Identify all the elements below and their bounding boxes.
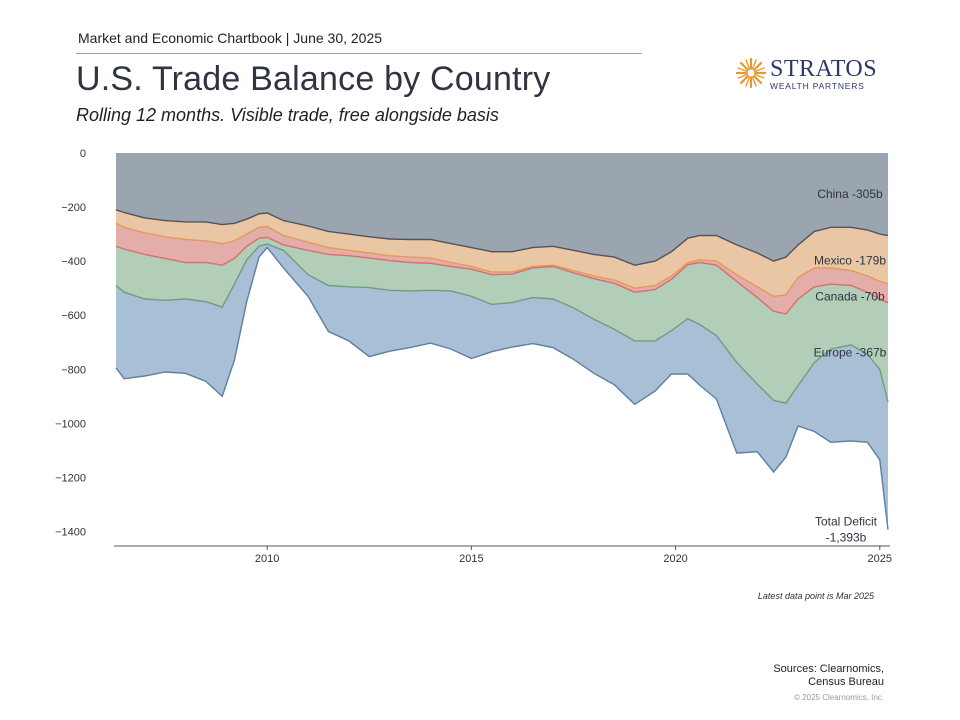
- sources: Sources: Clearnomics, Census Bureau: [773, 663, 884, 689]
- y-tick-label: 0: [80, 148, 86, 160]
- chartbook-header: Market and Economic Chartbook | June 30,…: [78, 30, 383, 46]
- series-label-2: Canada -70b: [815, 289, 885, 303]
- logo-wordmark: STRATOS: [770, 56, 878, 82]
- y-tick-label: −1000: [55, 418, 86, 430]
- series-line-1: [115, 222, 889, 298]
- y-tick-label: −1200: [55, 472, 86, 484]
- stratos-logo: STRATOS WEALTH PARTNERS: [734, 56, 884, 92]
- chart-title: U.S. Trade Balance by Country: [76, 60, 551, 98]
- logo-subtitle: WEALTH PARTNERS: [770, 81, 865, 91]
- sunburst-icon: [735, 57, 767, 89]
- x-tick-label: 2010: [255, 553, 279, 565]
- y-tick-label: −600: [61, 310, 86, 322]
- chart-axes: 0 −200 −400 −600 −800 −1000 −1200 −1400 2010 2015…: [55, 148, 892, 565]
- x-tick-label: 2015: [459, 553, 483, 565]
- series-line-3: [115, 243, 889, 404]
- series-line-0: [115, 209, 889, 266]
- area-3: [116, 237, 888, 404]
- total-deficit-label: Total Deficit: [815, 515, 878, 529]
- series-label-3: Europe -367b: [814, 345, 887, 359]
- x-tick-label: 2020: [663, 553, 687, 565]
- copyright: © 2025 Clearnomics, Inc.: [794, 693, 884, 702]
- header-divider: [76, 53, 642, 54]
- area-1: [116, 209, 888, 297]
- sources-line-1: Sources: Clearnomics,: [773, 663, 884, 675]
- series-label-0: China -305b: [817, 187, 883, 201]
- series-line-4: [115, 246, 889, 530]
- chart-areas: [116, 153, 888, 530]
- sources-line-2: Census Bureau: [808, 676, 884, 688]
- y-tick-label: −200: [61, 202, 86, 214]
- total-deficit-value: -1,393b: [826, 531, 867, 545]
- area-4: [116, 244, 888, 530]
- series-label-1: Mexico -179b: [814, 254, 886, 268]
- y-tick-label: −1400: [55, 526, 86, 538]
- area-0: [116, 153, 888, 266]
- latest-data-note: Latest data point is Mar 2025: [757, 591, 874, 601]
- chart-lines: [115, 209, 889, 530]
- area-2: [116, 223, 888, 314]
- series-line-2: [115, 236, 889, 315]
- series-labels: China -305b Mexico -179b Canada -70b Europe…: [814, 187, 887, 544]
- y-tick-label: −400: [61, 256, 86, 268]
- x-tick-label: 2025: [868, 553, 892, 565]
- chart-subtitle: Rolling 12 months. Visible trade, free a…: [76, 105, 499, 125]
- y-tick-label: −800: [61, 364, 86, 376]
